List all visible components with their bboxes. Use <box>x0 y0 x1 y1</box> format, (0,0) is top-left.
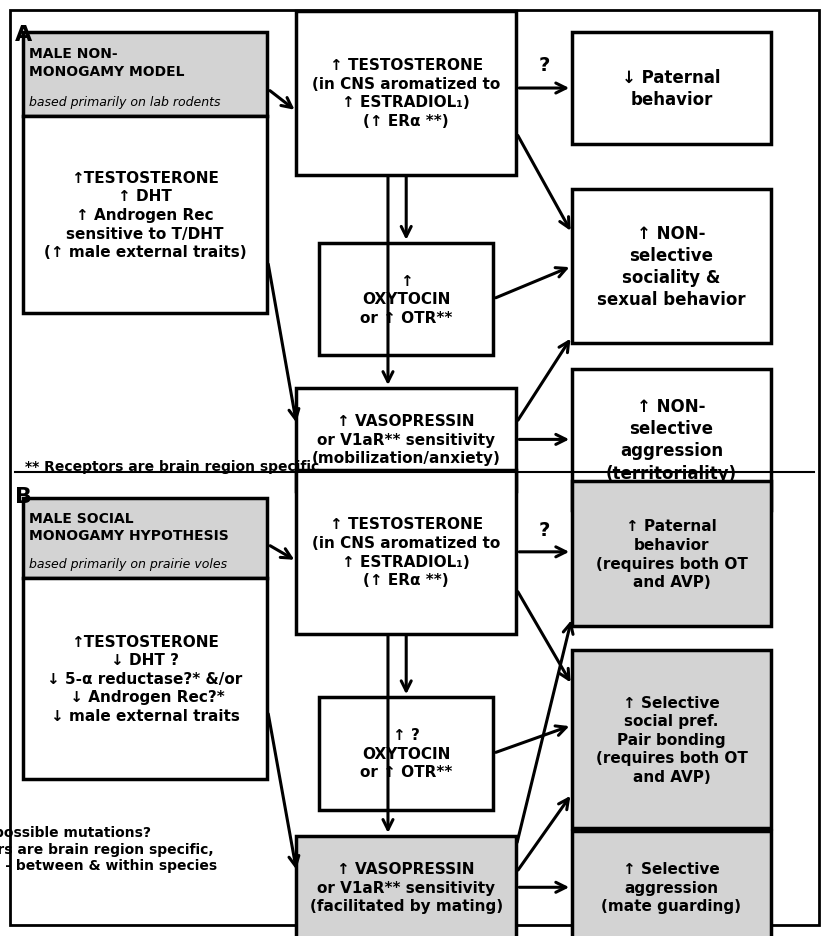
Text: ↑ ?
OXYTOCIN
or ↑ OTR**: ↑ ? OXYTOCIN or ↑ OTR** <box>359 727 452 780</box>
Text: ↑ Selective
aggression
(mate guarding): ↑ Selective aggression (mate guarding) <box>601 861 740 914</box>
Bar <box>296 12 515 176</box>
Text: ↓ Paternal
behavior: ↓ Paternal behavior <box>622 69 720 109</box>
Bar <box>22 33 267 117</box>
Bar <box>22 578 267 779</box>
Text: ↑ VASOPRESSIN
or V1aR** sensitivity
(mobilization/anxiety): ↑ VASOPRESSIN or V1aR** sensitivity (mob… <box>311 414 500 466</box>
Text: MALE NON-
MONOGAMY MODEL: MALE NON- MONOGAMY MODEL <box>30 47 185 79</box>
Text: MALE SOCIAL
MONOGAMY HYPOTHESIS: MALE SOCIAL MONOGAMY HYPOTHESIS <box>30 511 229 543</box>
Text: based primarily on prairie voles: based primarily on prairie voles <box>30 558 227 571</box>
Text: ** Receptors are brain region specific: ** Receptors are brain region specific <box>25 460 319 473</box>
Bar <box>296 388 515 491</box>
Text: ↑TESTOSTERONE
↑ DHT
↑ Androgen Rec
sensitive to T/DHT
(↑ male external traits): ↑TESTOSTERONE ↑ DHT ↑ Androgen Rec sensi… <box>44 170 246 260</box>
Bar <box>22 498 267 578</box>
Bar <box>571 482 770 627</box>
Text: ↑ Selective
social pref.
Pair bonding
(requires both OT
and AVP): ↑ Selective social pref. Pair bonding (r… <box>595 695 747 784</box>
Text: ↑ TESTOSTERONE
(in CNS aromatized to
↑ ESTRADIOL₁)
(↑ ERα **): ↑ TESTOSTERONE (in CNS aromatized to ↑ E… <box>311 517 500 588</box>
Bar <box>319 243 493 356</box>
Text: ↑ NON-
selective
aggression
(territoriality): ↑ NON- selective aggression (territorial… <box>605 398 736 482</box>
Text: ↑
OXYTOCIN
or ↑ OTR**: ↑ OXYTOCIN or ↑ OTR** <box>359 273 452 326</box>
Text: ?: ? <box>538 56 550 75</box>
Bar <box>571 33 770 145</box>
Bar <box>571 189 770 344</box>
Bar <box>22 117 267 314</box>
Bar <box>571 831 770 936</box>
Bar <box>571 651 770 828</box>
Text: ↑TESTOSTERONE
↓ DHT ?
↓ 5-α reductase?* &/or
 ↓ Androgen Rec?*
↓ male external t: ↑TESTOSTERONE ↓ DHT ? ↓ 5-α reductase?* … <box>47 634 243 724</box>
Text: A: A <box>15 25 32 45</box>
Text: ↑ TESTOSTERONE
(in CNS aromatized to
↑ ESTRADIOL₁)
(↑ ERα **): ↑ TESTOSTERONE (in CNS aromatized to ↑ E… <box>311 58 500 129</box>
Text: ↑ NON-
selective
sociality &
sexual behavior: ↑ NON- selective sociality & sexual beha… <box>596 225 745 309</box>
Text: ?: ? <box>538 520 550 539</box>
Bar <box>319 697 493 810</box>
Bar <box>296 471 515 635</box>
Text: ↑ VASOPRESSIN
or V1aR** sensitivity
(facilitated by mating): ↑ VASOPRESSIN or V1aR** sensitivity (fac… <box>310 861 502 914</box>
Bar <box>571 370 770 510</box>
Text: ↑ Paternal
behavior
(requires both OT
and AVP): ↑ Paternal behavior (requires both OT an… <box>595 519 747 590</box>
Text: * possible mutations?
**Receptors are brain region specific,
& variable  - betwe: * possible mutations? **Receptors are br… <box>0 826 217 872</box>
Text: B: B <box>15 487 32 506</box>
Bar <box>296 836 515 936</box>
Text: based primarily on lab rodents: based primarily on lab rodents <box>30 96 221 110</box>
